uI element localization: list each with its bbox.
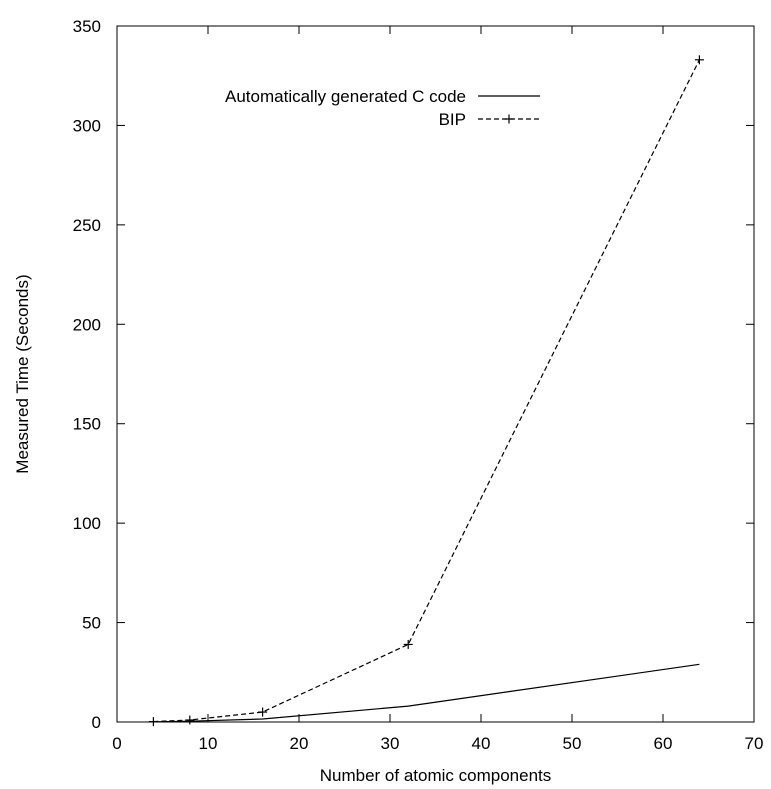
x-tick-label: 70: [745, 734, 764, 753]
y-axis-title: Measured Time (Seconds): [13, 274, 32, 473]
y-tick-label: 150: [73, 415, 101, 434]
y-tick-label: 0: [92, 713, 101, 732]
x-tick-label: 50: [563, 734, 582, 753]
x-tick-label: 40: [472, 734, 491, 753]
series-line-0: [153, 663, 700, 723]
series-line-1: [153, 59, 700, 723]
x-axis-title: Number of atomic components: [320, 766, 552, 785]
x-tick-label: 60: [654, 734, 673, 753]
x-tick-label: 20: [290, 734, 309, 753]
x-tick-label: 30: [381, 734, 400, 753]
axes: [116, 25, 755, 723]
plot-frame: [116, 25, 755, 723]
y-tick-label: 200: [73, 315, 101, 334]
ticks: 0 10 20 30 40 50 60 70 0 50 100 150 200 250 300 350: [73, 17, 764, 753]
series: [148, 55, 704, 727]
legend-label-1: BIP: [439, 110, 466, 129]
y-tick-label: 300: [73, 116, 101, 135]
data-point: [148, 717, 158, 727]
y-tick-label: 100: [73, 514, 101, 533]
y-tick-label: 250: [73, 216, 101, 235]
x-tick-label: 10: [199, 734, 218, 753]
data-point: [403, 639, 413, 649]
x-tick-label: 0: [112, 734, 121, 753]
y-tick-label: 50: [82, 614, 101, 633]
legend: Automatically generated C code BIP: [225, 87, 540, 129]
data-point: [694, 55, 704, 65]
data-point: [185, 715, 195, 725]
y-tick-label: 350: [73, 17, 101, 36]
data-point: [258, 707, 268, 717]
legend-marker: [504, 114, 514, 124]
legend-label-0: Automatically generated C code: [225, 87, 466, 106]
